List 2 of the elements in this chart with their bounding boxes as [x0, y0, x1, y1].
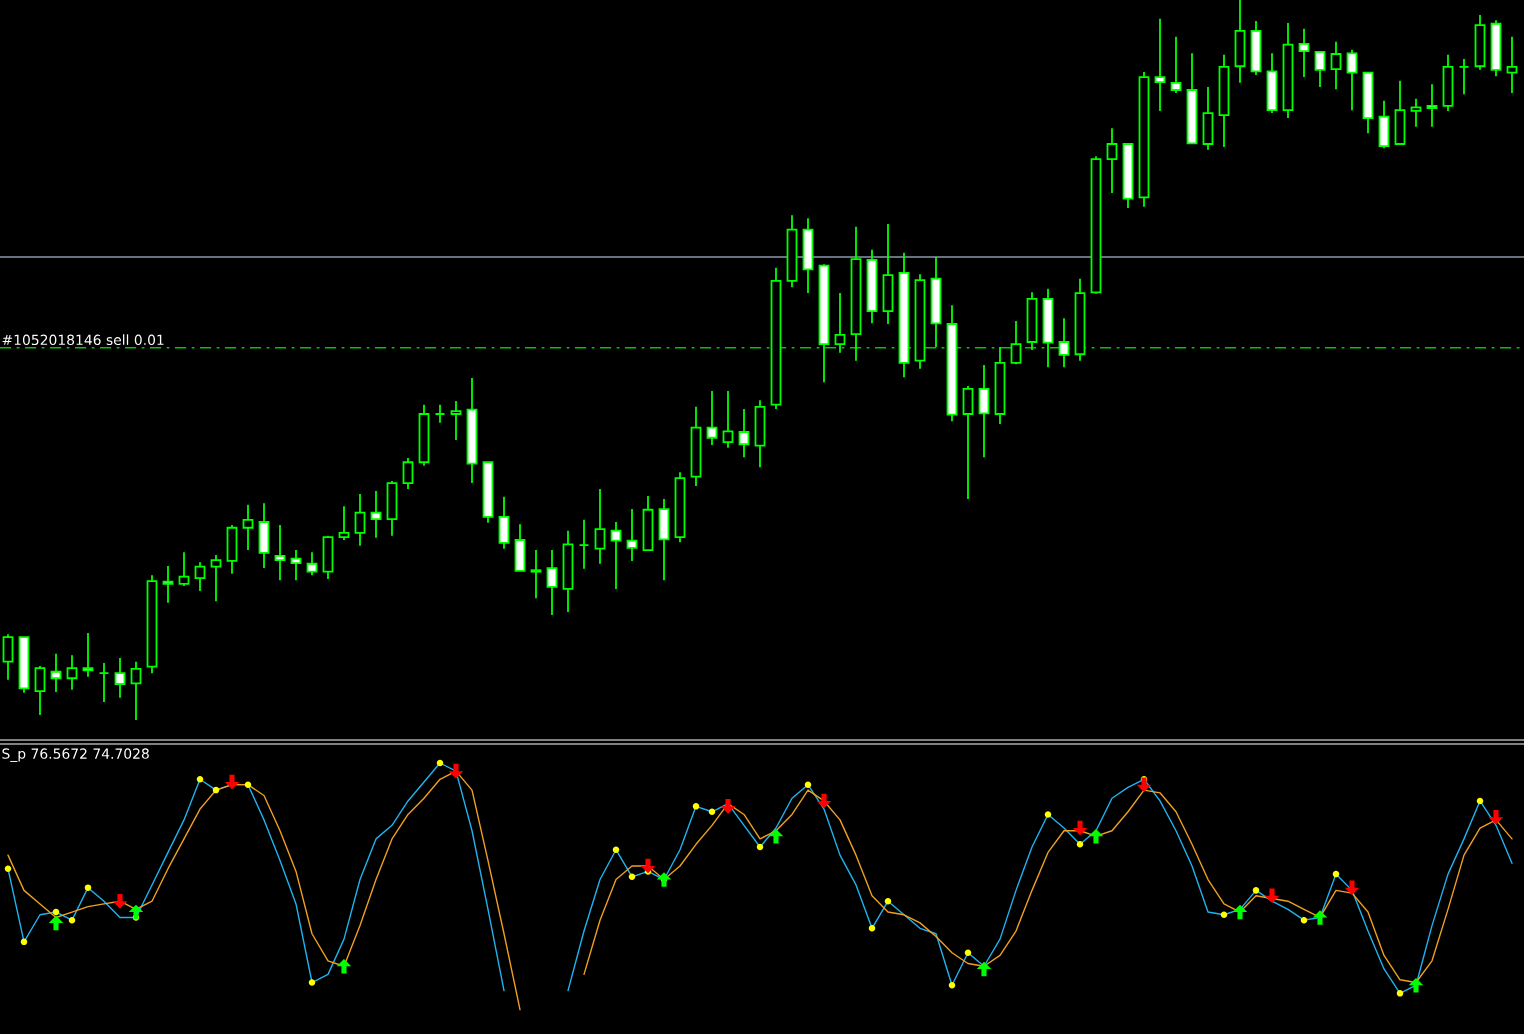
- text: S_p 76.5672 74.7028: [2, 748, 149, 762]
- ref-line-label: #1052018146 sell 0.01: [2, 334, 164, 346]
